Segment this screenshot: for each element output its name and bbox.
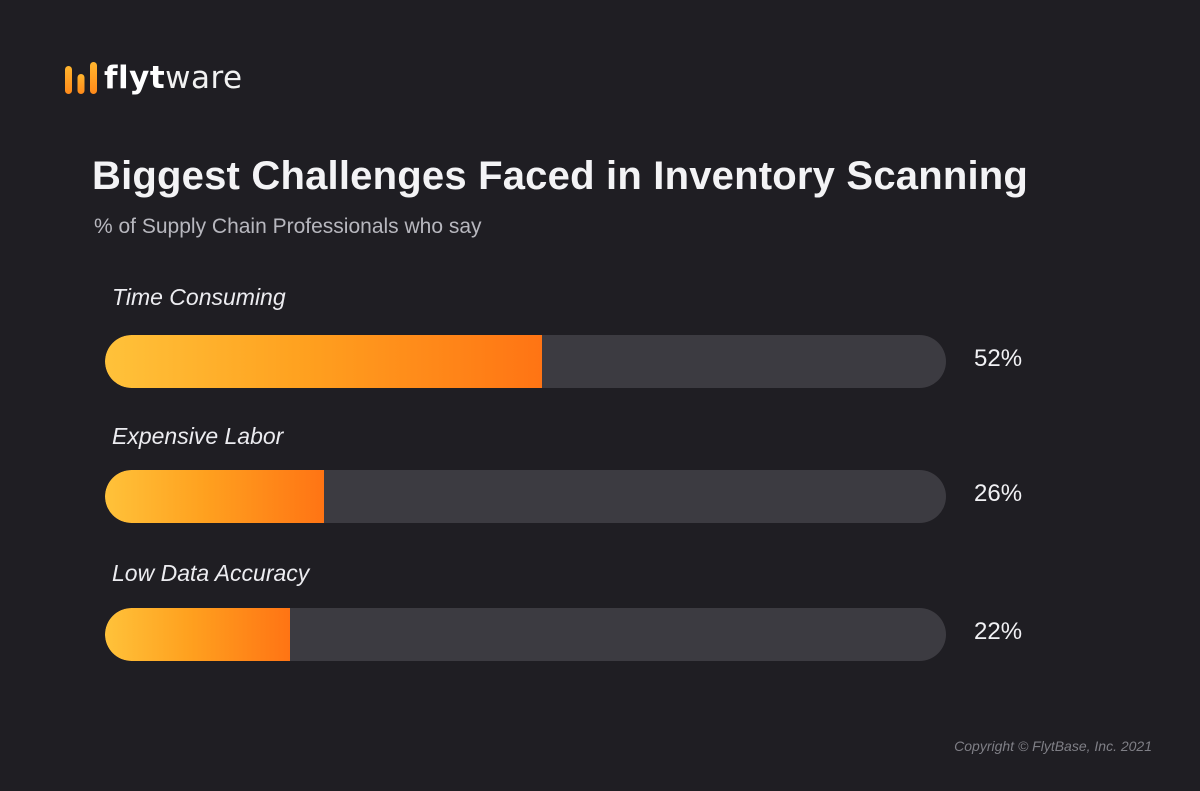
bar-track [105,608,946,661]
bar-track [105,470,946,523]
category-label: Expensive Labor [112,423,284,449]
value-label: 22% [974,618,1023,645]
bar [105,470,324,523]
chart-title: Biggest Challenges Faced in Inventory Sc… [92,154,1029,198]
brand-name-bold: flyt [104,59,166,96]
bar-logo-icon [65,62,97,94]
category-label: Low Data Accuracy [112,560,310,586]
bar [105,608,291,661]
brand-logo: flytware [64,58,243,98]
copyright-notice: Copyright © FlytBase, Inc. 2021 [954,738,1152,754]
brand-wordmark: flytware [104,59,243,96]
value-label: 52% [974,345,1023,372]
brand-name-light: ware [165,59,243,96]
bar-track [105,335,946,388]
category-label: Time Consuming [112,284,286,310]
bar [105,335,543,388]
value-label: 26% [974,480,1023,507]
chart-subtitle: % of Supply Chain Professionals who say [94,215,482,238]
